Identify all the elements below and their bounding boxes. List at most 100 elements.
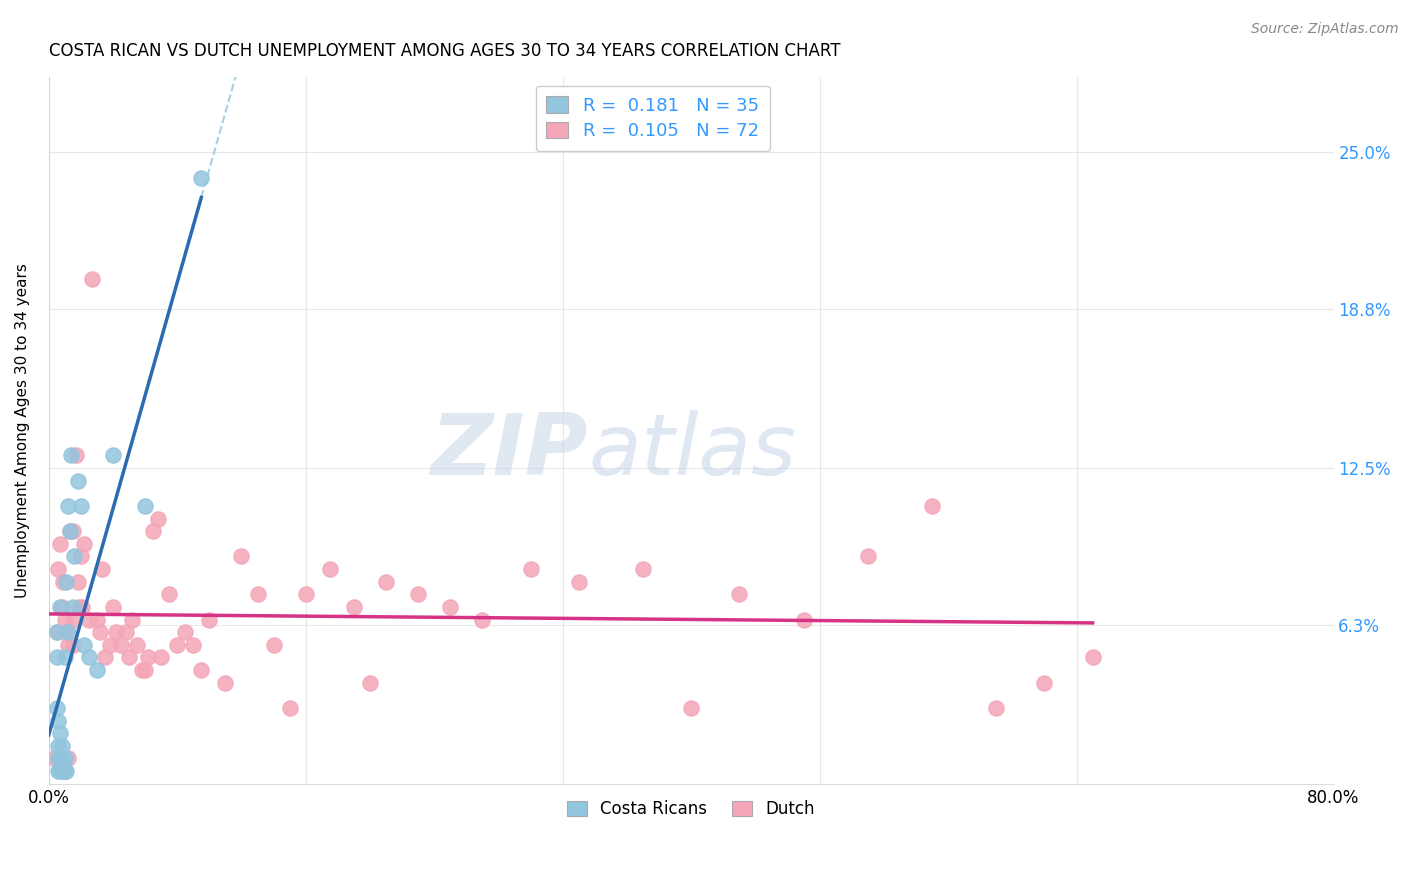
Legend: Costa Ricans, Dutch: Costa Ricans, Dutch: [561, 794, 823, 825]
Point: [63, 549, 86, 564]
Point: [105, 625, 128, 640]
Point: [986, 701, 1008, 715]
Point: [53, 613, 76, 627]
Point: [55, 574, 77, 589]
Point: [60, 449, 83, 463]
Point: [45, 701, 67, 715]
Point: [519, 562, 541, 576]
Point: [471, 613, 494, 627]
Point: [55, 764, 77, 778]
Y-axis label: Unemployment Among Ages 30 to 34 years: Unemployment Among Ages 30 to 34 years: [15, 263, 30, 598]
Point: [67, 599, 90, 614]
Point: [52, 756, 75, 771]
Point: [66, 474, 89, 488]
Point: [72, 599, 94, 614]
Point: [42, 751, 65, 765]
Point: [63, 613, 86, 627]
Point: [49, 726, 72, 740]
Point: [53, 751, 76, 765]
Point: [190, 663, 212, 677]
Point: [45, 625, 67, 640]
Point: [146, 511, 169, 525]
Point: [728, 587, 751, 601]
Point: [56, 499, 79, 513]
Point: [48, 739, 70, 753]
Point: [198, 613, 221, 627]
Point: [921, 499, 943, 513]
Point: [70, 549, 93, 564]
Point: [51, 599, 73, 614]
Point: [406, 587, 429, 601]
Point: [294, 587, 316, 601]
Point: [59, 524, 82, 538]
Point: [343, 599, 366, 614]
Point: [1081, 650, 1104, 665]
Point: [118, 650, 141, 665]
Point: [55, 625, 77, 640]
Text: COSTA RICAN VS DUTCH UNEMPLOYMENT AMONG AGES 30 TO 34 YEARS CORRELATION CHART: COSTA RICAN VS DUTCH UNEMPLOYMENT AMONG …: [49, 42, 841, 60]
Point: [53, 764, 76, 778]
Point: [52, 764, 75, 778]
Point: [73, 638, 96, 652]
Point: [231, 549, 253, 564]
Point: [150, 650, 173, 665]
Point: [52, 764, 75, 778]
Point: [125, 638, 148, 652]
Point: [98, 638, 121, 652]
Point: [174, 625, 197, 640]
Point: [278, 701, 301, 715]
Point: [51, 739, 73, 753]
Point: [59, 524, 82, 538]
Point: [48, 714, 70, 728]
Point: [110, 638, 132, 652]
Point: [49, 599, 72, 614]
Point: [568, 574, 591, 589]
Point: [793, 613, 815, 627]
Point: [77, 650, 100, 665]
Point: [681, 701, 703, 715]
Point: [62, 638, 84, 652]
Point: [56, 751, 79, 765]
Point: [246, 587, 269, 601]
Point: [166, 638, 188, 652]
Point: [856, 549, 879, 564]
Point: [73, 537, 96, 551]
Point: [51, 764, 73, 778]
Point: [101, 599, 124, 614]
Point: [56, 625, 79, 640]
Point: [66, 574, 89, 589]
Point: [62, 524, 84, 538]
Point: [134, 499, 156, 513]
Point: [359, 675, 381, 690]
Point: [631, 562, 654, 576]
Point: [142, 524, 165, 538]
Text: ZIP: ZIP: [430, 410, 588, 493]
Point: [77, 613, 100, 627]
Point: [114, 625, 136, 640]
Point: [134, 663, 156, 677]
Point: [86, 663, 108, 677]
Point: [51, 751, 73, 765]
Point: [263, 638, 285, 652]
Text: atlas: atlas: [588, 410, 796, 493]
Point: [214, 675, 236, 690]
Point: [53, 650, 76, 665]
Point: [48, 764, 70, 778]
Point: [89, 625, 111, 640]
Text: Source: ZipAtlas.com: Source: ZipAtlas.com: [1251, 22, 1399, 37]
Point: [62, 599, 84, 614]
Point: [136, 650, 159, 665]
Point: [45, 625, 67, 640]
Point: [45, 650, 67, 665]
Point: [48, 562, 70, 576]
Point: [439, 599, 461, 614]
Point: [1033, 675, 1056, 690]
Point: [319, 562, 342, 576]
Point: [53, 764, 76, 778]
Point: [94, 650, 117, 665]
Point: [157, 587, 180, 601]
Point: [86, 613, 108, 627]
Point: [190, 170, 212, 185]
Point: [48, 751, 70, 765]
Point: [49, 764, 72, 778]
